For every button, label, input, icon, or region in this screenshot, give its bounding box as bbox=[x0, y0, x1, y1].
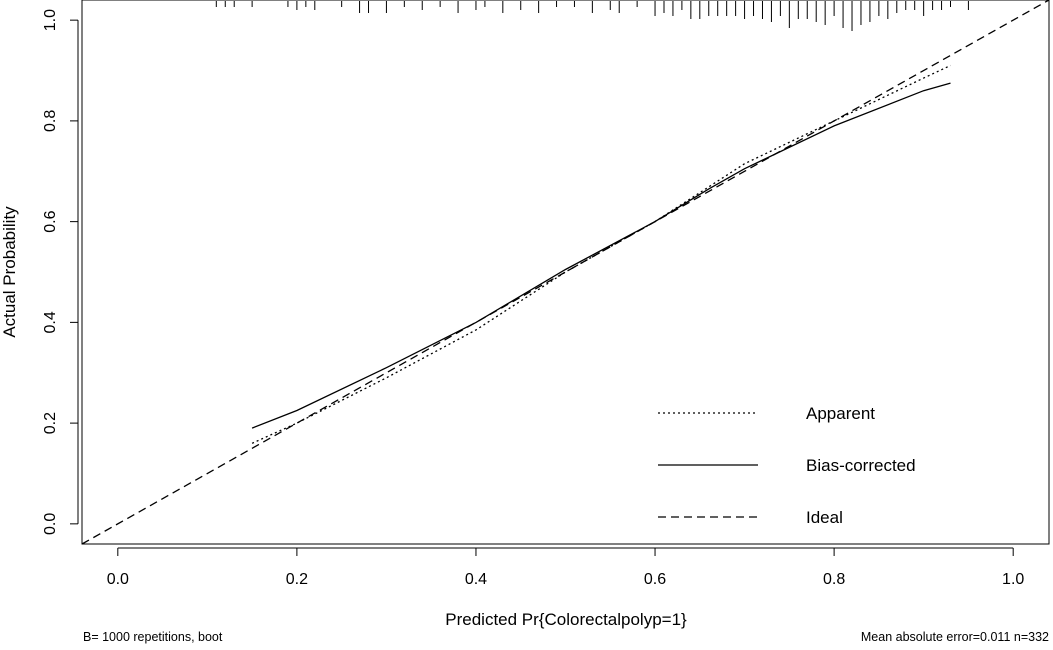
footnote-mean-absolute-error: Mean absolute error=0.011 n=332 bbox=[860, 630, 1049, 644]
x-tick-label: 0.2 bbox=[286, 571, 308, 588]
series-line-ideal bbox=[81, 0, 1050, 545]
legend-label: Apparent bbox=[806, 404, 875, 423]
y-tick-label: 0.6 bbox=[42, 210, 59, 232]
legend: Apparent Bias-corrected Ideal bbox=[658, 404, 916, 527]
x-tick-label: 0.0 bbox=[107, 571, 129, 588]
x-tick-label: 0.8 bbox=[823, 571, 845, 588]
series-line-apparent bbox=[251, 64, 951, 444]
y-tick-label: 0.0 bbox=[42, 513, 59, 535]
y-axis: 0.0 0.2 0.4 0.6 0.8 1.0 bbox=[42, 9, 79, 535]
footnote-repetitions: B= 1000 repetitions, boot bbox=[83, 630, 223, 644]
series-lines bbox=[81, 0, 1050, 545]
legend-label: Bias-corrected bbox=[806, 456, 916, 475]
y-tick-label: 1.0 bbox=[42, 9, 59, 31]
y-tick-label: 0.4 bbox=[42, 311, 59, 333]
y-axis-title: Actual Probability bbox=[0, 206, 19, 338]
plot-frame bbox=[81, 0, 1050, 545]
x-tick-label: 0.4 bbox=[465, 571, 487, 588]
x-axis: 0.0 0.2 0.4 0.6 0.8 1.0 bbox=[107, 547, 1024, 588]
x-axis-title: Predicted Pr{Colorectalpolyp=1} bbox=[445, 610, 687, 629]
x-tick-label: 0.6 bbox=[644, 571, 666, 588]
series-line-bias-corrected bbox=[251, 82, 951, 429]
x-tick-label: 1.0 bbox=[1002, 571, 1024, 588]
legend-label: Ideal bbox=[806, 508, 843, 527]
rug-marks bbox=[215, 1, 969, 31]
y-tick-label: 0.2 bbox=[42, 412, 59, 434]
y-tick-label: 0.8 bbox=[42, 110, 59, 132]
